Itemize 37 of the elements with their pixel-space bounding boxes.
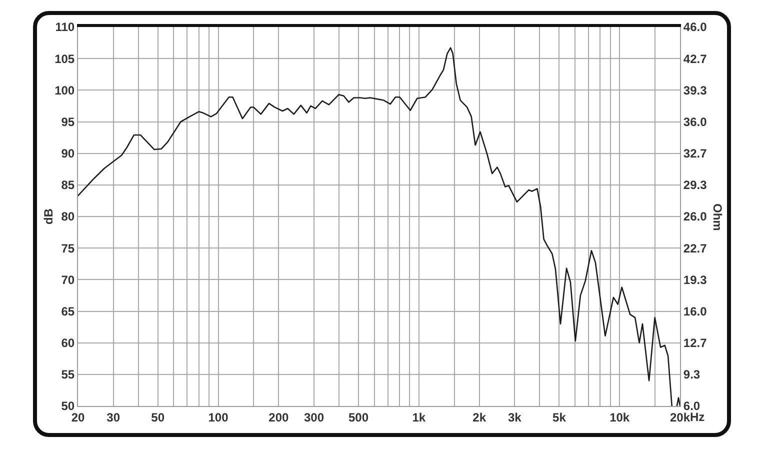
y-tick-label: 70 [61, 272, 75, 287]
y-axis-title: dB [42, 208, 56, 224]
y2-tick-label: 19.3 [683, 272, 708, 287]
y-tick-label: 85 [61, 178, 75, 192]
y-tick-label: 100 [54, 83, 75, 98]
y2-tick-label: 32.7 [683, 146, 708, 161]
y-tick-label: 55 [61, 368, 75, 382]
x-tick-label: 50 [151, 410, 165, 424]
y-tick-label: 60 [61, 336, 75, 350]
y2-tick-label: 22.7 [683, 241, 708, 256]
y2-tick-label: 26.0 [683, 210, 708, 224]
y2-tick-label: 39.3 [683, 83, 708, 98]
y2-tick-label: 12.7 [683, 336, 708, 350]
y2-tick-label: 46.0 [683, 20, 708, 34]
x-tick-label: 1k [412, 410, 426, 424]
x-tick-label: 10k [610, 410, 630, 424]
y2-tick-label: 16.0 [683, 304, 708, 318]
x-tick-label: 3k [508, 410, 522, 424]
x-tick-label: 200 [268, 410, 289, 424]
y-tick-label: 110 [55, 20, 75, 34]
x-tick-label: 5k [552, 410, 566, 424]
y-tick-label: 80 [61, 210, 75, 224]
y-tick-label: 95 [61, 114, 75, 129]
y2-tick-label: 42.7 [683, 52, 708, 66]
x-tick-label: 300 [304, 410, 324, 424]
y-tick-label: 65 [61, 304, 75, 318]
y-tick-label: 90 [61, 146, 75, 161]
x-tick-label: 2k [472, 410, 486, 424]
y2-axis-title: Ohm [710, 204, 724, 231]
y2-tick-label: 36.0 [683, 114, 708, 129]
y-tick-label: 105 [54, 52, 75, 66]
x-tick-label: 500 [348, 410, 369, 424]
x-tick-label: 30 [106, 410, 120, 424]
y2-tick-label: 29.3 [683, 178, 708, 192]
y2-tick-label: 9.3 [683, 368, 700, 382]
y-tick-label: 75 [61, 241, 75, 256]
x-tick-label: 100 [208, 410, 229, 424]
